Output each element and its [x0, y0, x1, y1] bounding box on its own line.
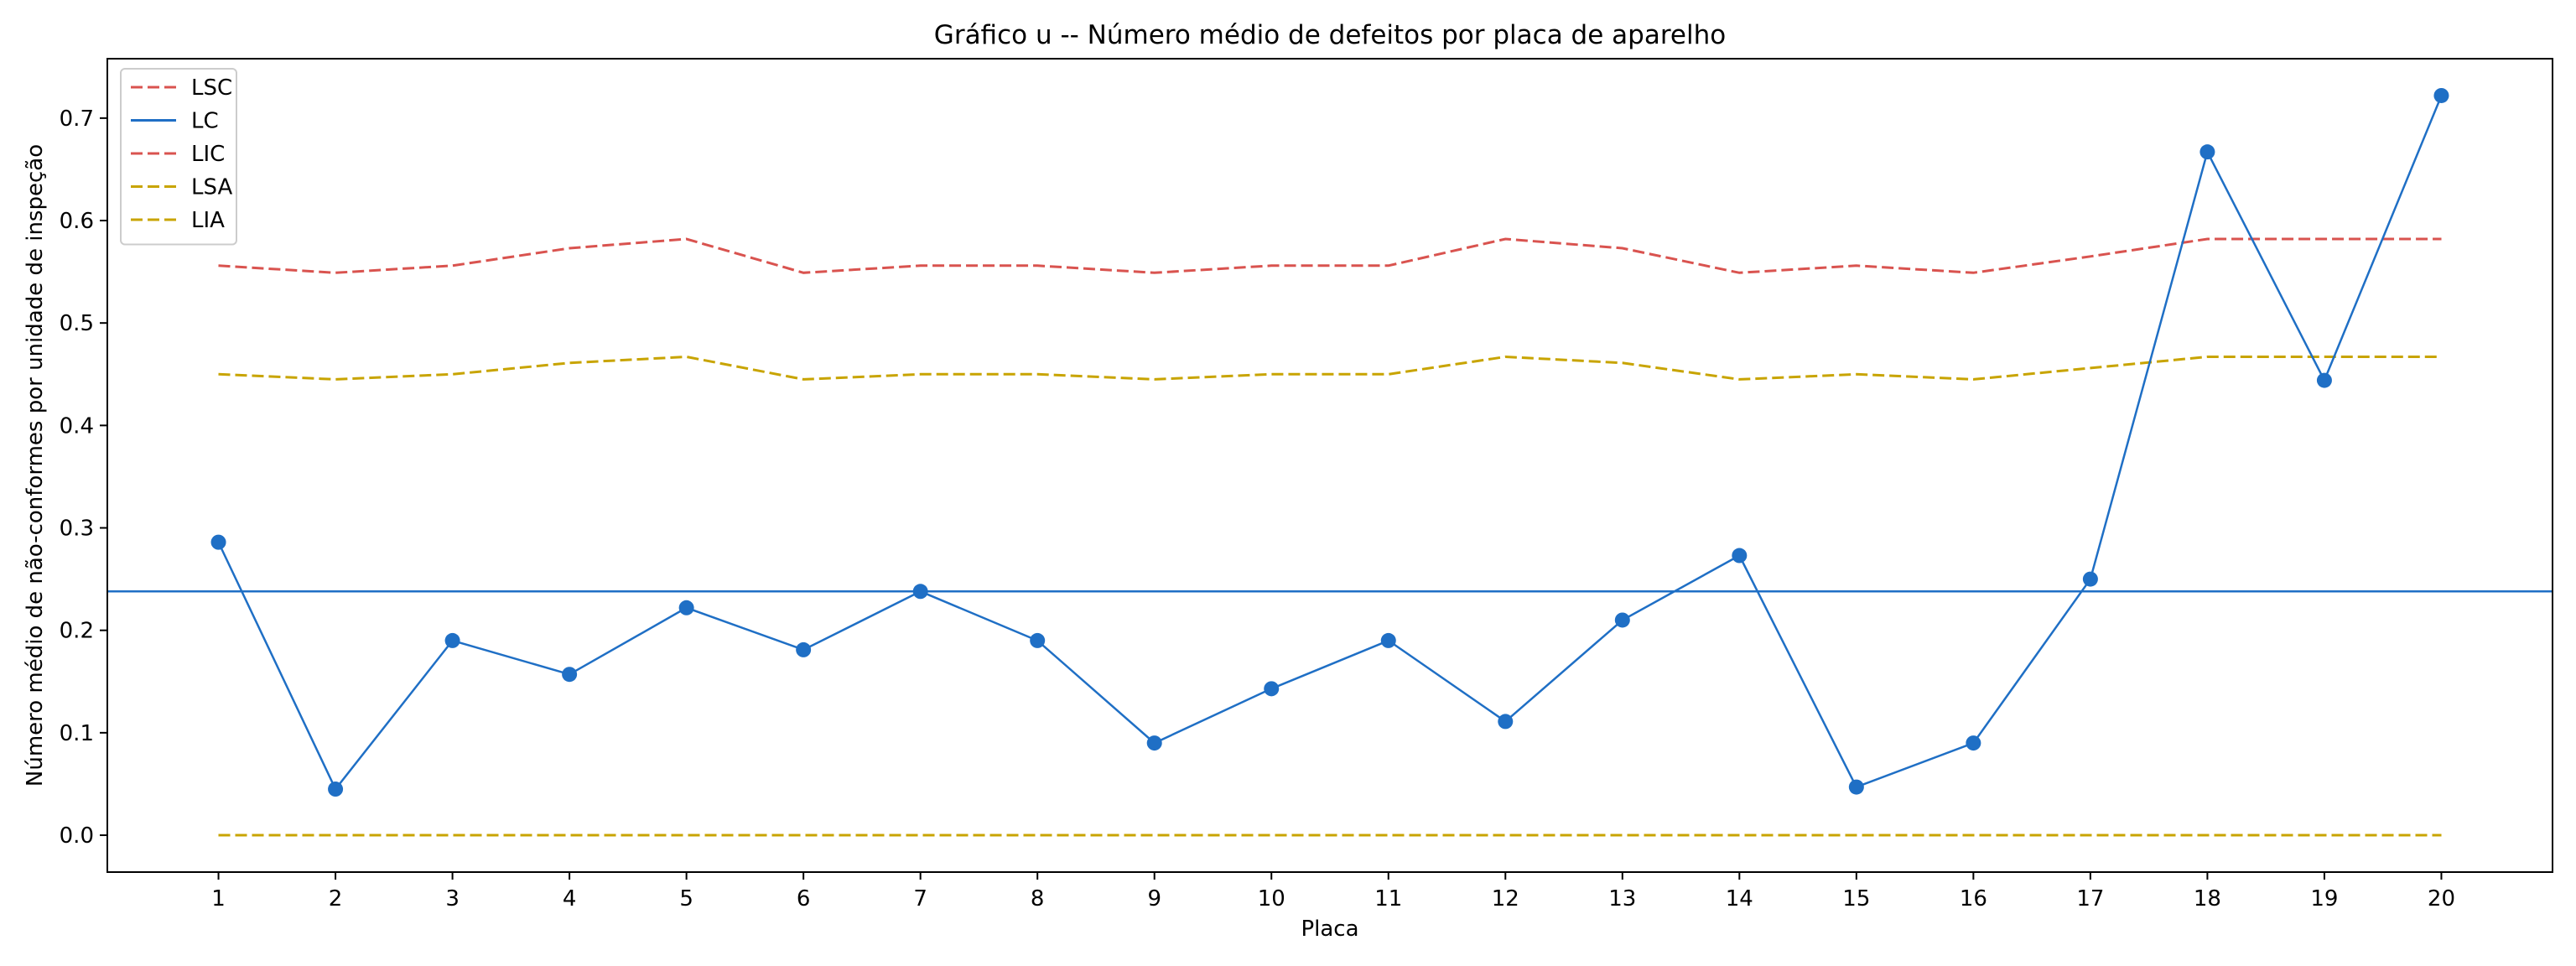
data-point — [1264, 681, 1280, 697]
data-point — [2199, 144, 2215, 160]
y-axis: 0.0 0.1 0.2 0.3 0.4 0.5 0.6 0.7 — [60, 106, 107, 849]
y-tick-label: 0.3 — [60, 517, 94, 542]
legend-box — [120, 68, 237, 246]
data-point — [444, 632, 460, 648]
legend-label-lsc: LSC — [191, 75, 232, 101]
y-tick-label: 0.6 — [60, 209, 94, 234]
x-tick-label: 5 — [679, 886, 693, 911]
legend-label-lc: LC — [191, 109, 219, 134]
x-tick-label: 7 — [913, 886, 927, 911]
x-tick-label: 8 — [1031, 886, 1045, 911]
data-point — [912, 584, 928, 600]
data-point — [1146, 735, 1162, 751]
data-point — [1498, 714, 1514, 730]
y-tick-label: 0.2 — [60, 619, 94, 644]
data-point — [796, 641, 812, 657]
lsc-line — [218, 237, 2442, 274]
x-axis: 1 2 3 4 5 6 7 8 9 10 11 12 13 14 15 16 17 18 19 20 — [211, 872, 2455, 911]
x-tick-label: 10 — [1258, 886, 1285, 911]
x-tick-label: 3 — [445, 886, 460, 911]
data-point — [210, 534, 226, 550]
x-tick-label: 14 — [1726, 886, 1753, 911]
x-tick-label: 18 — [2194, 886, 2221, 911]
data-point — [1380, 632, 1396, 648]
data-point — [678, 600, 694, 615]
chart-title: Gráfico u -- Número médio de defeitos po… — [934, 20, 1726, 50]
x-tick-label: 17 — [2076, 886, 2104, 911]
x-tick-label: 19 — [2310, 886, 2338, 911]
x-tick-label: 11 — [1374, 886, 1402, 911]
x-tick-label: 20 — [2428, 886, 2455, 911]
data-point — [1732, 548, 1748, 564]
data-point — [1030, 632, 1046, 648]
x-tick-label: 6 — [797, 886, 811, 911]
x-tick-label: 15 — [1842, 886, 1870, 911]
x-tick-label: 4 — [563, 886, 577, 911]
data-point — [2082, 571, 2098, 587]
legend-label-lic: LIC — [191, 142, 225, 167]
x-axis-label: Placa — [1301, 917, 1358, 942]
lsa-line — [218, 355, 2442, 381]
data-point — [1848, 779, 1864, 795]
data-point — [1966, 735, 1981, 751]
y-axis-label: Número médio de não-conformes por unidad… — [23, 144, 48, 787]
x-tick-label: 12 — [1492, 886, 1519, 911]
data-point — [328, 782, 344, 797]
data-point — [2433, 87, 2449, 103]
data-point — [1614, 612, 1630, 628]
y-tick-label: 0.7 — [60, 106, 94, 132]
x-tick-label: 2 — [329, 886, 343, 911]
y-tick-label: 0.4 — [60, 413, 94, 439]
y-tick-label: 0.5 — [60, 311, 94, 336]
data-point — [2316, 372, 2332, 388]
x-tick-label: 13 — [1608, 886, 1636, 911]
x-tick-label: 9 — [1147, 886, 1161, 911]
plot-frame — [106, 58, 2553, 873]
y-tick-label: 0.1 — [60, 721, 94, 746]
legend: LSC LC LIC LSA LIA — [120, 68, 237, 246]
x-tick-label: 16 — [1960, 886, 1987, 911]
x-tick-label: 1 — [211, 886, 226, 911]
y-tick-label: 0.0 — [60, 823, 94, 849]
data-line — [217, 95, 2443, 792]
legend-label-lsa: LSA — [191, 175, 232, 200]
legend-label-lia: LIA — [191, 208, 225, 233]
data-point — [562, 667, 578, 683]
